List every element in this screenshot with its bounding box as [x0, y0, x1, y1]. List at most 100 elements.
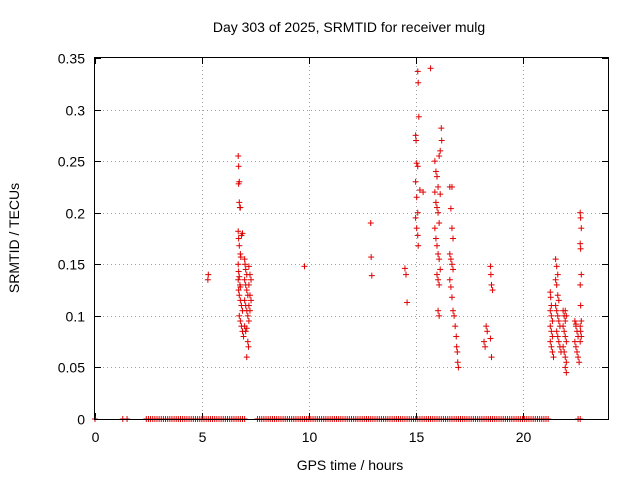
data-point — [553, 328, 560, 335]
axis-ticks — [95, 58, 608, 420]
data-point — [415, 79, 422, 86]
data-point — [453, 333, 460, 340]
data-point — [438, 137, 445, 144]
data-point — [237, 204, 244, 211]
data-point — [239, 230, 246, 237]
data-point — [248, 297, 255, 304]
data-point — [368, 254, 375, 261]
data-point — [448, 183, 455, 190]
data-point — [367, 220, 374, 227]
data-point — [488, 281, 495, 288]
data-point — [235, 235, 242, 242]
data-point — [243, 354, 250, 361]
data-point — [413, 194, 420, 201]
data-point — [571, 338, 578, 345]
data-point — [547, 289, 554, 296]
data-point — [561, 348, 568, 355]
data-point — [432, 235, 439, 242]
data-point — [434, 204, 440, 211]
data-point — [432, 168, 439, 175]
data-point — [577, 302, 584, 309]
data-point — [413, 160, 420, 167]
data-point — [236, 312, 243, 319]
data-point — [572, 321, 579, 328]
data-point — [577, 328, 584, 335]
data-point — [563, 312, 570, 319]
y-tick-labels: 0 0.05 0.1 0.15 0.2 0.25 0.3 0.35 — [58, 51, 85, 428]
data-point — [563, 359, 570, 366]
data-point — [555, 318, 562, 325]
data-point — [548, 328, 555, 335]
data-point — [553, 307, 560, 314]
data-point — [415, 113, 422, 120]
data-point — [577, 240, 584, 247]
chart-title: Day 303 of 2025, SRMTID for receiver mul… — [213, 19, 485, 35]
data-point — [554, 333, 561, 340]
data-point — [435, 250, 442, 257]
data-point — [549, 333, 556, 340]
data-point — [248, 276, 255, 283]
data-point — [488, 354, 495, 361]
data-point — [240, 333, 247, 340]
data-point — [435, 307, 442, 314]
y-tick-label: 0.25 — [58, 154, 85, 170]
data-point — [438, 125, 445, 132]
y-tick-label: 0.3 — [66, 103, 86, 119]
data-point — [562, 364, 569, 371]
data-point — [368, 272, 375, 279]
data-point — [436, 281, 443, 288]
data-point — [552, 302, 559, 309]
data-point — [235, 180, 242, 187]
y-tick-label: 0 — [77, 412, 85, 428]
data-point — [484, 328, 491, 335]
data-point — [412, 132, 419, 139]
data-point — [245, 343, 252, 350]
data-point — [436, 152, 443, 159]
data-point — [414, 68, 421, 75]
data-point — [434, 271, 440, 278]
data-point — [241, 276, 248, 283]
data-point — [550, 354, 557, 361]
data-point — [420, 189, 427, 196]
data-point — [412, 178, 419, 185]
data-point — [455, 364, 462, 371]
data-point — [436, 220, 443, 227]
data-point — [453, 343, 460, 350]
y-axis-label: SRMTID / TECUs — [6, 183, 22, 293]
data-point — [236, 242, 243, 249]
data-point — [563, 338, 570, 345]
data-point — [236, 292, 243, 299]
data-point — [547, 307, 554, 314]
data-point — [404, 299, 411, 306]
data-point — [436, 256, 443, 263]
data-point — [577, 214, 584, 221]
data-point — [489, 287, 496, 294]
x-tick-label: 15 — [409, 429, 425, 445]
data-point — [487, 263, 494, 270]
data-point — [446, 250, 453, 257]
data-point — [237, 283, 244, 290]
data-point — [235, 152, 242, 159]
data-point — [554, 292, 561, 299]
data-point — [578, 333, 585, 340]
data-point — [562, 333, 569, 340]
data-point — [243, 287, 250, 294]
data-point — [577, 338, 584, 345]
data-point — [437, 266, 444, 273]
data-point — [413, 225, 420, 232]
data-point — [237, 254, 244, 261]
data-point — [427, 65, 434, 72]
data-point — [235, 163, 242, 170]
data-point — [403, 271, 410, 278]
data-point — [577, 323, 584, 330]
data-point — [548, 343, 555, 350]
data-point — [448, 225, 455, 232]
data-point — [577, 281, 584, 288]
data-point — [562, 307, 569, 314]
data-point — [235, 228, 242, 235]
data-point — [483, 323, 490, 330]
data-point — [246, 271, 253, 278]
x-tick-label: 10 — [302, 429, 318, 445]
y-tick-label: 0.05 — [58, 360, 85, 376]
